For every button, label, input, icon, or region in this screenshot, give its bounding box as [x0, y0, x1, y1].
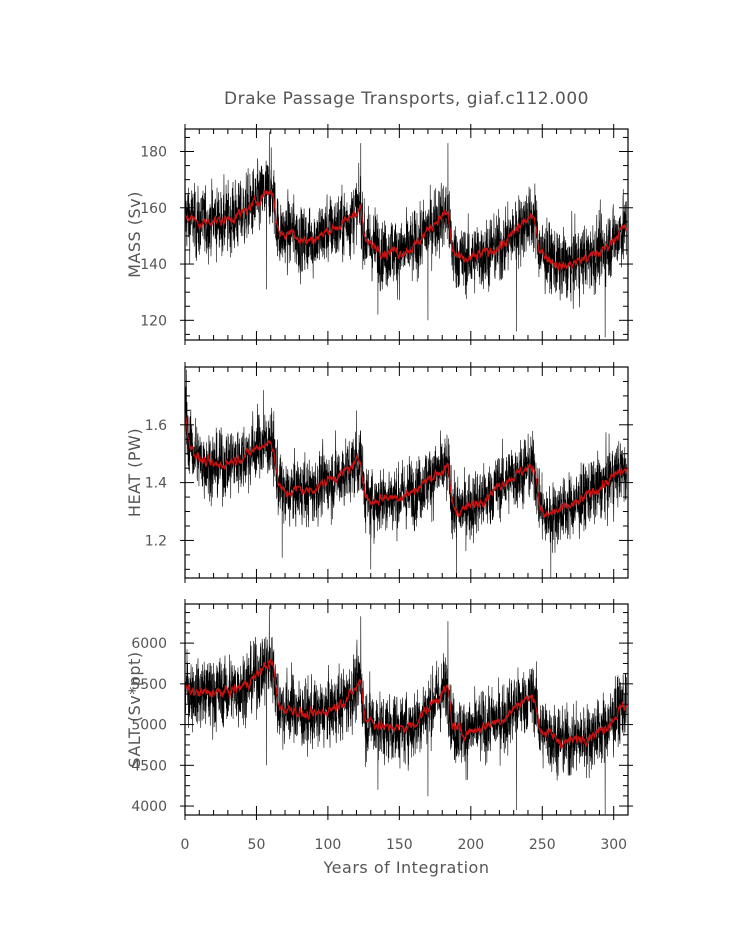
panel-1: 120 140 160 180 MASS (Sv) — [125, 124, 633, 345]
x-axis-label: Years of Integration — [323, 858, 490, 877]
y-tick-label: 4000 — [131, 799, 167, 815]
plot-frame — [184, 603, 629, 816]
plot-frame — [184, 128, 629, 341]
x-tick-label: 0 — [181, 837, 190, 853]
y-tick-label: 1.4 — [145, 476, 167, 492]
y-tick-label: 4500 — [131, 758, 167, 774]
y-tick-label: 5000 — [131, 718, 167, 734]
y-tick-label: 180 — [140, 145, 167, 161]
y-tick-label: 1.2 — [145, 533, 167, 549]
chart-title: Drake Passage Transports, giaf.c112.000 — [224, 89, 589, 109]
y-tick-label: 6000 — [131, 636, 167, 652]
y-tick-label: 160 — [140, 201, 167, 217]
raw-series — [185, 131, 627, 338]
x-tick-label: 150 — [386, 837, 413, 853]
y-axis-label: HEAT (PW) — [125, 428, 144, 517]
smoothed-series — [185, 412, 628, 518]
y-tick-label: 1.6 — [145, 418, 167, 434]
x-tick-label: 50 — [248, 837, 266, 853]
x-tick-label: 200 — [457, 837, 484, 853]
smoothed-series — [185, 658, 628, 750]
y-tick-label: 120 — [140, 313, 167, 329]
y-axis-label: SALT (Sv*ppt) — [125, 651, 144, 767]
y-tick-label: 5500 — [131, 677, 167, 693]
smoothed-series — [185, 189, 628, 271]
y-tick-label: 140 — [140, 257, 167, 273]
raw-series — [185, 369, 627, 578]
raw-series — [185, 605, 627, 815]
x-tick-label: 300 — [600, 837, 627, 853]
x-tick-label: 100 — [315, 837, 342, 853]
plot-frame — [184, 366, 629, 579]
y-axis-label: MASS (Sv) — [125, 191, 144, 278]
x-tick-label: 250 — [529, 837, 556, 853]
x-tick-labels: 0 50 100 150 200 250 300 — [181, 837, 628, 853]
